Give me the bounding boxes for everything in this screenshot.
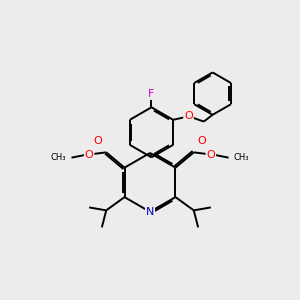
Text: CH₃: CH₃ [51, 153, 66, 162]
Text: O: O [184, 111, 193, 121]
Text: N: N [146, 207, 154, 217]
Text: O: O [85, 150, 94, 160]
Text: CH₃: CH₃ [234, 153, 249, 162]
Text: O: O [206, 150, 215, 160]
Text: O: O [94, 136, 102, 146]
Text: O: O [198, 136, 206, 146]
Text: F: F [148, 89, 155, 99]
